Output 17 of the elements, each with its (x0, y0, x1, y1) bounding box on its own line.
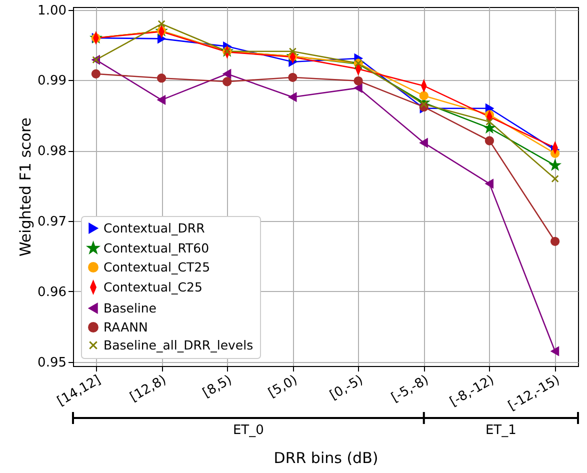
legend-label: Baseline (104, 300, 157, 316)
legend-label: Contextual_DRR (104, 220, 206, 236)
y-tick-label: 0.97 (38, 214, 66, 230)
y-tick-label: 1.00 (38, 3, 66, 18)
legend-label: Contextual_C25 (104, 279, 202, 294)
legend-label: Baseline_all_DRR_levels (104, 337, 254, 352)
y-tick-label: 0.99 (38, 74, 66, 89)
text: ET_1 (485, 423, 516, 438)
y-tick-label: 0.98 (38, 144, 66, 160)
x-axis-title: DRR bins (dB) (274, 449, 378, 468)
legend-label: Contextual_RT60 (104, 240, 210, 256)
legend-label: Contextual_CT25 (104, 259, 210, 274)
y-tick-label: 0.95 (38, 355, 66, 370)
legend-label: RAANN (104, 319, 148, 334)
text: ET_0 (232, 423, 264, 438)
y-axis-title: Weighted F1 score (16, 117, 35, 257)
y-tick-label: 0.96 (38, 284, 66, 300)
